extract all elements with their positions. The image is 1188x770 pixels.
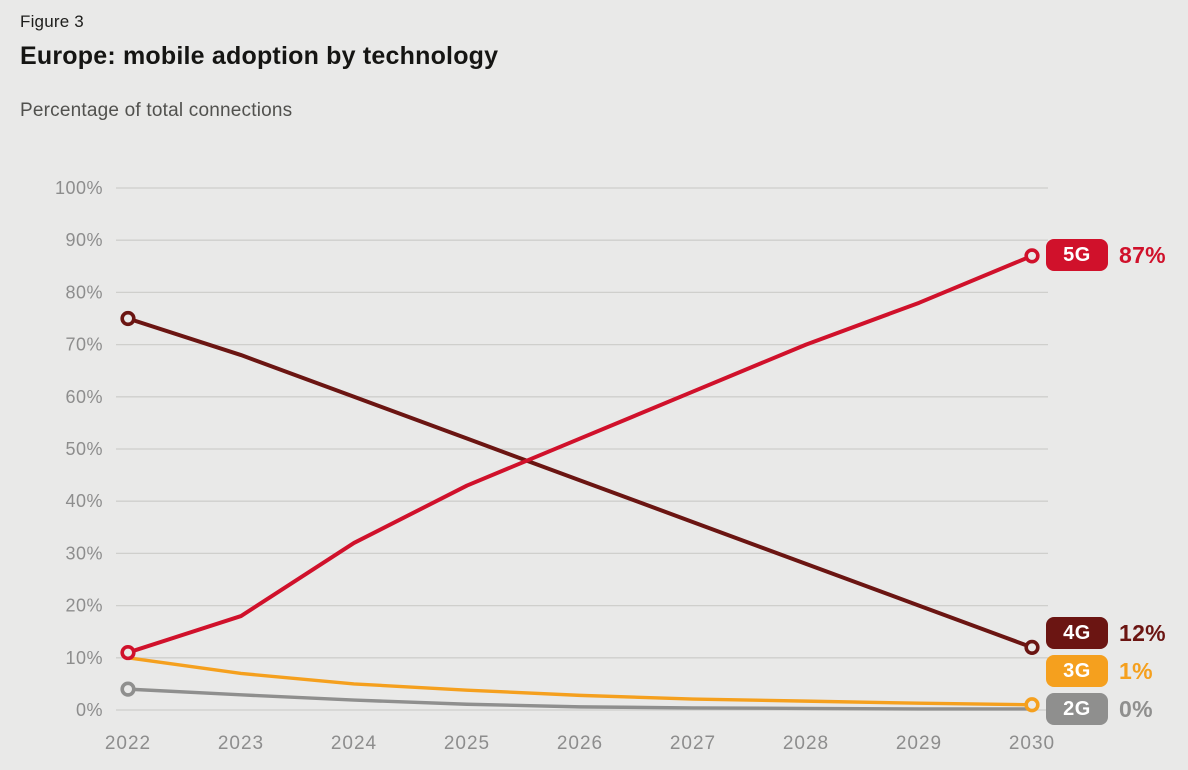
y-axis-tick-label: 60% [65,387,103,407]
series-marker-4g-end [1024,639,1040,655]
legend-badge-2g: 2G [1046,693,1108,725]
x-axis-tick-label: 2028 [783,733,829,754]
end-value-4g: 12% [1119,620,1166,646]
x-axis-tick-label: 2023 [218,733,264,754]
figure-subtitle: Percentage of total connections [20,100,293,121]
series-line-5g [126,253,1034,655]
series-line-3g [126,656,1034,707]
x-axis-tick-label: 2030 [1009,733,1055,754]
y-axis-tick-label: 30% [65,543,103,563]
series-marker-5g-end [1024,248,1040,264]
end-value-5g: 87% [1119,242,1166,268]
y-axis-tick-label: 10% [65,648,103,668]
x-axis-tick-label: 2024 [331,733,377,754]
series-marker-2g-start [120,681,136,697]
x-axis-tick-label: 2022 [105,733,151,754]
x-axis-tick-label: 2029 [896,733,942,754]
x-axis-tick-label: 2026 [557,733,603,754]
y-axis-tick-label: 70% [65,335,103,355]
y-axis-tick-label: 40% [65,491,103,511]
y-axis-tick-label: 50% [65,439,103,459]
y-axis-tick-label: 80% [65,282,103,302]
legend-badge-4g: 4G [1046,617,1108,649]
x-axis-tick-label: 2025 [444,733,490,754]
end-value-3g: 1% [1119,658,1153,684]
x-axis-tick-label: 2027 [670,733,716,754]
figure-label: Figure 3 [20,12,84,31]
series-marker-5g-start [120,644,136,661]
legend-badge-3g: 3G [1046,655,1108,687]
series-marker-3g-end [1024,697,1040,713]
y-axis-tick-label: 100% [55,178,103,198]
y-axis-tick-label: 0% [76,700,103,720]
legend-badge-5g: 5G [1046,239,1108,271]
y-axis-tick-label: 20% [65,596,103,616]
page-title: Europe: mobile adoption by technology [20,42,499,70]
y-axis-tick-label: 90% [65,230,103,250]
end-value-2g: 0% [1119,696,1153,722]
series-line-4g [126,316,1034,650]
series-marker-4g-start [120,310,136,327]
series-line-2g [126,687,1034,711]
